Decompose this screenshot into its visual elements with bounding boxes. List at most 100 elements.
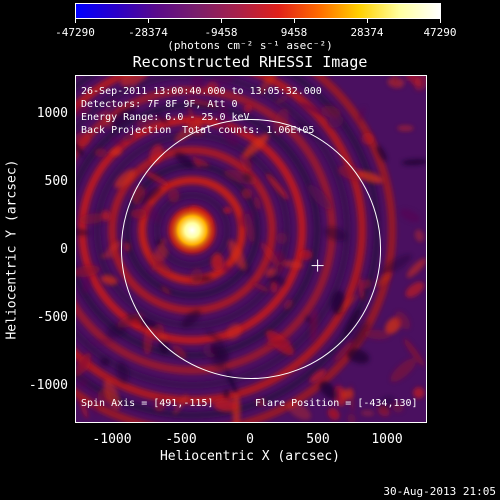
noise-blob bbox=[399, 208, 421, 223]
noise-blob bbox=[310, 309, 318, 343]
noise-blob bbox=[100, 275, 118, 285]
energy-range-text: Energy Range: 6.0 - 25.0 keV bbox=[81, 112, 250, 123]
noise-blob bbox=[126, 314, 160, 329]
y-axis-label: Heliocentric Y (arcsec) bbox=[4, 159, 20, 340]
noise-blob bbox=[364, 329, 391, 340]
noise-blob bbox=[143, 170, 170, 187]
colorbar-units: (photons cm⁻² s⁻¹ asec⁻²) bbox=[167, 39, 333, 52]
colorbar-tick-label: -47290 bbox=[55, 26, 95, 39]
noise-blob bbox=[241, 172, 253, 183]
y-tick-label: 1000 bbox=[36, 106, 68, 121]
noise-blob bbox=[243, 104, 253, 113]
noise-blob bbox=[226, 126, 252, 134]
sidelobe-ring bbox=[76, 76, 367, 405]
noise-blob bbox=[238, 208, 256, 227]
noise-blob bbox=[283, 299, 293, 310]
x-tick-label: -1000 bbox=[92, 432, 132, 447]
noise-blob bbox=[109, 106, 137, 128]
noise-blob bbox=[265, 339, 291, 346]
x-tick-label: 1000 bbox=[371, 432, 403, 447]
noise-blob bbox=[110, 136, 125, 147]
noise-blob bbox=[244, 264, 251, 276]
noise-blob bbox=[120, 76, 149, 87]
noise-blob bbox=[76, 102, 91, 117]
noise-blob bbox=[377, 405, 390, 417]
noise-blob bbox=[287, 401, 311, 420]
noise-blob bbox=[395, 311, 411, 330]
solar-limb-circle bbox=[120, 118, 382, 380]
noise-blob bbox=[123, 242, 131, 252]
noise-blob bbox=[392, 76, 398, 89]
sidelobe-ring bbox=[76, 76, 397, 422]
sidelobe-ring bbox=[108, 146, 277, 315]
noise-blob bbox=[356, 170, 384, 184]
noise-blob bbox=[141, 201, 162, 224]
noise-blob bbox=[76, 135, 85, 158]
noise-blob bbox=[105, 241, 122, 255]
noise-blob bbox=[392, 401, 404, 413]
colorbar-tick-label: 28374 bbox=[350, 26, 384, 39]
noise-blob bbox=[251, 282, 270, 292]
noise-blob bbox=[185, 98, 218, 107]
noise-blob bbox=[76, 228, 91, 236]
noise-blob bbox=[375, 273, 392, 287]
noise-blob bbox=[116, 361, 130, 384]
noise-blob bbox=[223, 388, 230, 401]
noise-blob bbox=[272, 250, 286, 274]
noise-blob bbox=[362, 279, 372, 289]
noise-blob bbox=[380, 254, 412, 275]
noise-blob bbox=[143, 328, 153, 355]
noise-blob bbox=[346, 348, 370, 364]
x-axis-label: Heliocentric X (arcsec) bbox=[159, 449, 340, 464]
noise-blob bbox=[174, 151, 194, 169]
noise-blob bbox=[94, 148, 107, 158]
noise-blob bbox=[213, 399, 238, 412]
noise-blob bbox=[79, 213, 107, 225]
noise-blob bbox=[226, 323, 242, 340]
noise-blob bbox=[242, 133, 270, 158]
noise-blob bbox=[100, 253, 115, 258]
noise-blob bbox=[299, 102, 326, 116]
noise-blob bbox=[390, 358, 417, 383]
noise-blob bbox=[266, 173, 289, 200]
noise-blob bbox=[361, 410, 375, 416]
noise-blob bbox=[114, 169, 136, 189]
noise-blob bbox=[413, 387, 425, 399]
noise-blob bbox=[343, 308, 361, 338]
noise-blob bbox=[414, 229, 424, 242]
noise-blob bbox=[210, 343, 230, 362]
noise-blob bbox=[110, 148, 122, 156]
noise-blob bbox=[172, 344, 187, 359]
noise-blob bbox=[211, 253, 224, 272]
colorbar bbox=[75, 3, 441, 19]
colorbar-tickmark bbox=[75, 19, 76, 23]
noise-blob bbox=[223, 207, 232, 214]
noise-blob bbox=[132, 83, 138, 94]
noise-blob bbox=[88, 339, 116, 345]
noise-blob bbox=[397, 125, 414, 132]
noise-blob bbox=[78, 377, 89, 388]
noise-blob bbox=[79, 397, 88, 419]
method-text: Back Projection bbox=[81, 125, 172, 136]
y-tick-label: -1000 bbox=[28, 378, 68, 393]
colorbar-tick-label: 9458 bbox=[280, 26, 308, 39]
flare-source bbox=[168, 206, 217, 255]
noise-blob bbox=[103, 379, 120, 410]
x-tick-label: 0 bbox=[246, 432, 254, 447]
noise-blob bbox=[275, 95, 290, 105]
noise-blob bbox=[358, 106, 366, 123]
sidelobe-rings bbox=[76, 76, 397, 422]
rhessi-image-plot[interactable]: 26-Sep-2011 13:00:40.000 to 13:05:32.000… bbox=[75, 75, 427, 423]
noise-blob bbox=[210, 76, 235, 87]
noise-blob bbox=[324, 226, 347, 242]
colorbar-tickmark bbox=[294, 19, 295, 23]
sidelobe-ring bbox=[76, 101, 321, 359]
noise-blob bbox=[218, 100, 229, 135]
noise-blob bbox=[258, 76, 278, 95]
noise-blob bbox=[106, 323, 128, 339]
noise-blob bbox=[414, 76, 426, 92]
noise-blob bbox=[405, 281, 424, 298]
colorbar-tick-label: -9458 bbox=[204, 26, 238, 39]
y-tick-label: -500 bbox=[36, 310, 68, 325]
noise-blob bbox=[157, 333, 168, 341]
